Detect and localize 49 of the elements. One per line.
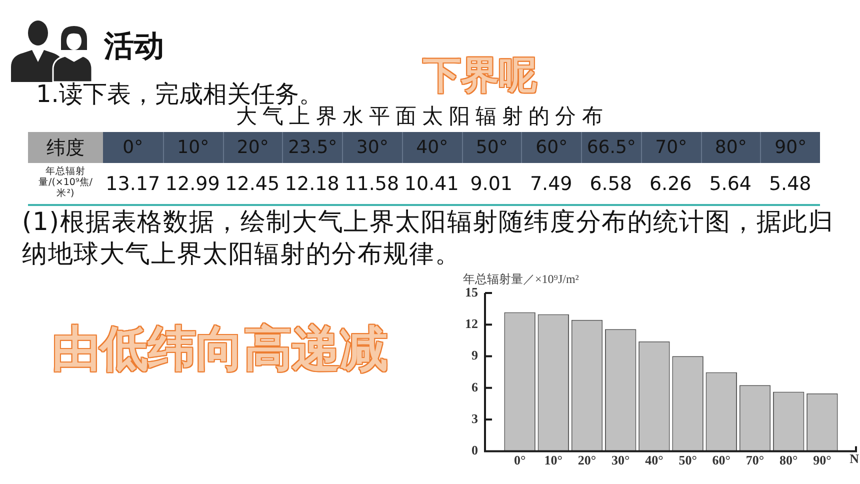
- y-tick-label: 0: [472, 442, 478, 458]
- x-tick-label: 30°: [612, 452, 630, 468]
- x-tick-label: 80°: [780, 452, 798, 468]
- x-tick-label: 90°: [813, 452, 832, 468]
- y-tick-label: 15: [465, 284, 478, 300]
- category-label: 0°: [103, 132, 163, 163]
- category-label: 30°: [342, 132, 402, 163]
- text: 年总辐射量/(×10⁹焦/米²): [38, 166, 94, 200]
- y-tick-label: 9: [472, 348, 478, 363]
- data-label: 10.41: [403, 172, 460, 196]
- y-tick-label: 12: [465, 316, 478, 331]
- x-tick-label: 50°: [678, 452, 697, 468]
- x-tick-label: 10°: [544, 452, 562, 468]
- data-label: 7.49: [528, 172, 574, 196]
- data-label: 12.18: [284, 172, 340, 196]
- text: (1)根据表格数据，绘制大气上界太阳辐射随纬度分布的统计图，据此归纳地球大气上界太阳辐射的分布规律。: [22, 206, 834, 270]
- category-label: 60°: [521, 132, 581, 163]
- category-label: 20°: [222, 132, 282, 163]
- x-axis-title: N: [850, 451, 860, 466]
- category-label: 10°: [162, 132, 222, 163]
- x-tick-label: 60°: [712, 452, 730, 468]
- category-label: 70°: [640, 132, 700, 163]
- text: 由低纬向高递减: [52, 321, 388, 377]
- category-label: 50°: [462, 132, 522, 163]
- data-label: 12.45: [224, 172, 281, 196]
- category-label: 90°: [760, 132, 820, 163]
- data-label: 5.64: [708, 172, 753, 196]
- category-label: 80°: [700, 132, 760, 163]
- category-label: 66.5°: [581, 132, 641, 163]
- data-label: 6.58: [588, 172, 634, 196]
- text: 活动: [104, 29, 164, 65]
- text: 纬度: [28, 132, 103, 163]
- y-tick-label: 3: [472, 410, 478, 426]
- data-label: 12.99: [164, 172, 221, 196]
- x-tick-label: 20°: [578, 452, 596, 468]
- x-tick-label: 40°: [645, 452, 664, 468]
- x-tick-label: 70°: [746, 452, 764, 468]
- data-label: 13.17: [104, 172, 162, 196]
- data-label: 11.58: [344, 172, 400, 196]
- text: 下界呢: [423, 52, 537, 98]
- text: 大气上界水平面太阳辐射的分布: [236, 104, 608, 130]
- y-tick-label: 6: [472, 379, 478, 394]
- category-label: 40°: [402, 132, 462, 163]
- data-label: 6.26: [648, 172, 693, 196]
- data-label: 5.48: [768, 172, 812, 196]
- x-tick-label: 0°: [514, 452, 526, 468]
- data-label: 9.01: [469, 172, 514, 196]
- category-label: 23.5°: [282, 132, 342, 163]
- y-axis-title: 年总辐射量／×10⁹J/m²: [463, 272, 580, 286]
